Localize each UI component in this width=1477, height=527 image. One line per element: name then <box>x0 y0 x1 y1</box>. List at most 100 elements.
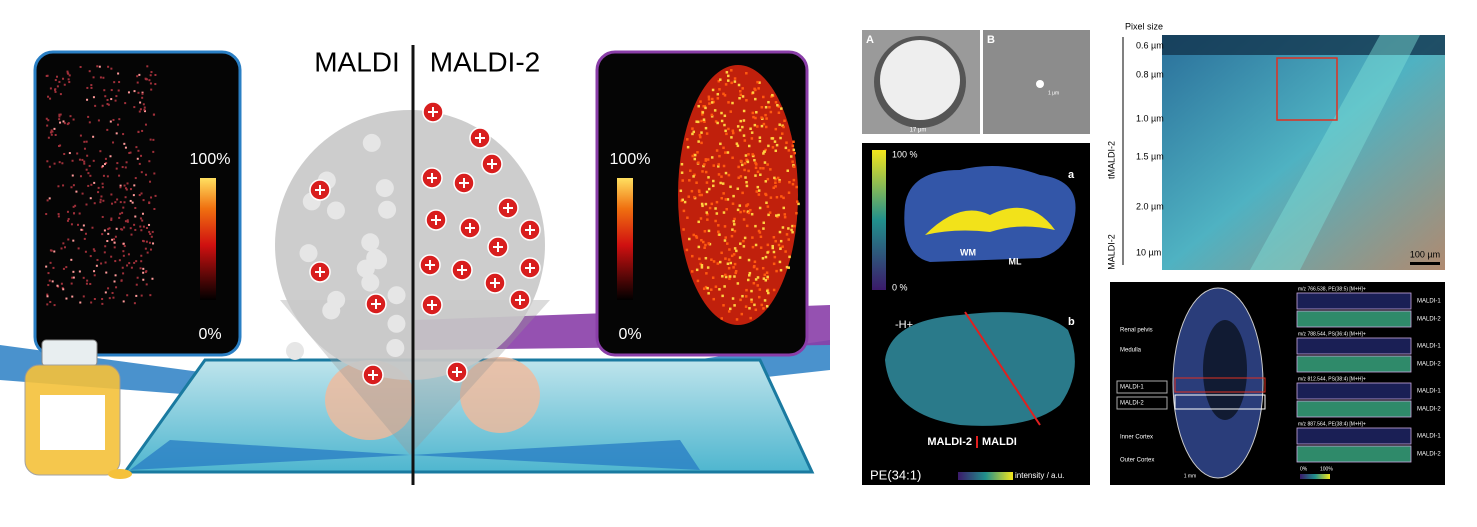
ion-label: -H+ <box>895 319 913 331</box>
pixel <box>716 262 720 265</box>
pixel <box>63 152 66 155</box>
pixel <box>49 249 52 252</box>
region-label: ML <box>1009 256 1022 266</box>
pixel <box>106 175 109 178</box>
ion-cloud <box>275 110 545 380</box>
pixel <box>686 145 690 149</box>
pixel <box>766 277 769 280</box>
pixel <box>761 257 765 260</box>
pixel <box>687 195 691 198</box>
pixel <box>733 247 737 250</box>
pixel <box>116 123 119 126</box>
pixel <box>121 266 124 269</box>
ion-sign <box>428 107 438 117</box>
scale-label: 0% <box>198 326 221 343</box>
pixel-size-label: 10 µm <box>1136 247 1161 257</box>
pixel <box>744 176 747 179</box>
pixel <box>763 161 767 164</box>
pixel <box>710 101 714 104</box>
region-label: MALDI-2 <box>1120 401 1144 407</box>
pixel <box>104 95 107 98</box>
pixel <box>57 213 60 216</box>
pixel <box>731 101 734 105</box>
pixel <box>106 128 109 131</box>
pixel <box>72 184 75 187</box>
pixel <box>722 304 725 307</box>
scale-bar-label: 100 µm <box>1410 249 1440 259</box>
pixel <box>133 184 136 187</box>
pixel <box>762 150 766 154</box>
pixel <box>149 82 152 85</box>
pixel <box>706 212 709 216</box>
pixel <box>149 74 152 77</box>
pixel <box>92 96 95 99</box>
pixel <box>700 264 704 267</box>
pixel <box>727 266 731 270</box>
pixel <box>692 233 696 237</box>
pixel <box>104 291 107 294</box>
pixel <box>140 260 143 263</box>
pixel <box>795 211 798 215</box>
ion-sign <box>315 185 325 195</box>
pixel <box>58 118 61 121</box>
pixel <box>702 240 705 244</box>
pixel <box>757 229 761 233</box>
pixel <box>777 243 781 247</box>
pixel <box>756 185 760 189</box>
pixel <box>762 307 765 310</box>
pixel <box>82 224 85 227</box>
pixel <box>719 78 722 81</box>
pixel <box>102 76 105 79</box>
pixel <box>754 224 757 228</box>
pixel <box>137 149 140 152</box>
pixel <box>122 254 125 257</box>
pixel <box>733 229 737 233</box>
pixel <box>730 234 734 238</box>
pixel <box>46 160 49 163</box>
pixel <box>782 206 786 210</box>
pixel <box>149 180 152 183</box>
pixel <box>745 288 748 292</box>
pixel <box>101 233 104 236</box>
pixel <box>86 154 89 157</box>
row-label: MALDI-1 <box>1417 344 1441 350</box>
pixel <box>710 156 714 159</box>
scale-bar-label: 1 mm <box>1184 473 1197 479</box>
pixel <box>63 246 66 249</box>
pixel <box>132 194 135 197</box>
pixel <box>697 161 700 164</box>
pixel <box>140 254 143 257</box>
pixel <box>102 174 105 177</box>
pixel <box>119 201 122 204</box>
pixel <box>774 177 777 181</box>
pixel <box>730 69 733 72</box>
pixel <box>696 120 700 124</box>
pixel <box>777 105 780 108</box>
ion-label: m/z 887.564, PE(38:4) [M+H]+ <box>1298 421 1366 427</box>
ion-image <box>1296 292 1412 310</box>
pixel <box>102 199 105 202</box>
pixel <box>110 218 113 221</box>
pixel <box>93 274 96 277</box>
pixel <box>751 154 755 158</box>
pixel <box>791 144 795 147</box>
pixel <box>113 280 116 283</box>
pixel <box>134 215 137 218</box>
pixel <box>710 258 713 261</box>
pixel <box>145 270 148 273</box>
pixel <box>736 144 740 148</box>
pixel <box>143 106 146 109</box>
pixel <box>71 174 74 177</box>
pixel <box>738 96 741 100</box>
pixel <box>59 93 62 96</box>
pixel <box>124 102 127 105</box>
pixel <box>67 72 70 75</box>
pixel <box>792 148 796 152</box>
panel-label: B <box>987 34 995 46</box>
pixel <box>783 119 786 123</box>
pixel <box>727 127 730 131</box>
pixel <box>141 212 144 215</box>
tissue <box>460 357 540 433</box>
pixel <box>136 81 139 84</box>
pixel <box>71 276 74 279</box>
